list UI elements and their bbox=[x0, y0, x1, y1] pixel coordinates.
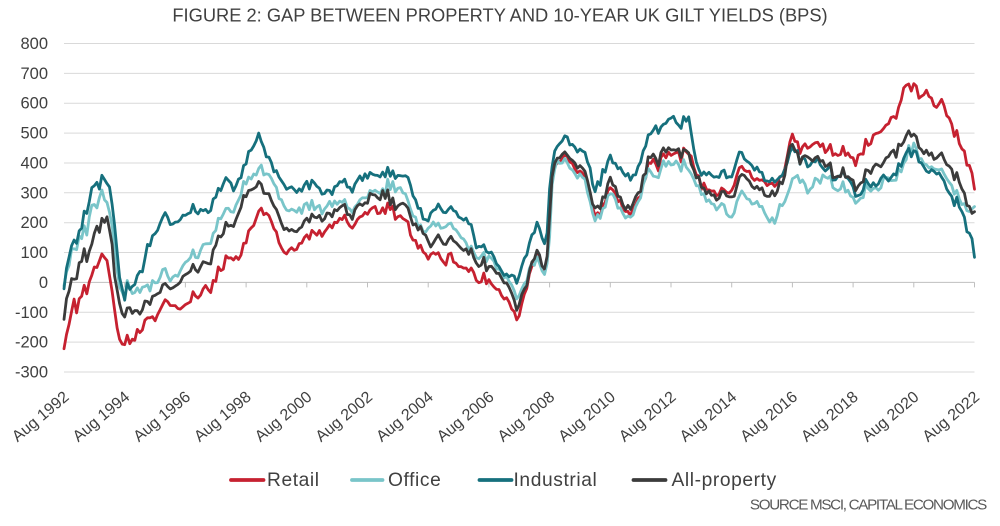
svg-text:700: 700 bbox=[20, 65, 48, 83]
svg-text:300: 300 bbox=[20, 184, 48, 202]
svg-text:-300: -300 bbox=[15, 364, 48, 382]
svg-text:400: 400 bbox=[20, 155, 48, 173]
svg-text:All-property: All-property bbox=[672, 470, 777, 491]
svg-text:500: 500 bbox=[20, 125, 48, 143]
svg-text:600: 600 bbox=[20, 95, 48, 113]
svg-text:Industrial: Industrial bbox=[514, 470, 598, 491]
svg-text:200: 200 bbox=[20, 214, 48, 232]
svg-text:-100: -100 bbox=[15, 304, 48, 322]
svg-text:100: 100 bbox=[20, 244, 48, 262]
svg-text:FIGURE 2: GAP BETWEEN PROPERTY: FIGURE 2: GAP BETWEEN PROPERTY AND 10-YE… bbox=[172, 5, 827, 26]
svg-text:Office: Office bbox=[388, 470, 441, 491]
svg-text:0: 0 bbox=[39, 274, 48, 292]
svg-text:Retail: Retail bbox=[267, 470, 320, 491]
svg-text:SOURCE MSCI, CAPITAL ECONOMICS: SOURCE MSCI, CAPITAL ECONOMICS bbox=[750, 497, 987, 514]
svg-text:800: 800 bbox=[20, 35, 48, 53]
svg-text:-200: -200 bbox=[15, 334, 48, 352]
